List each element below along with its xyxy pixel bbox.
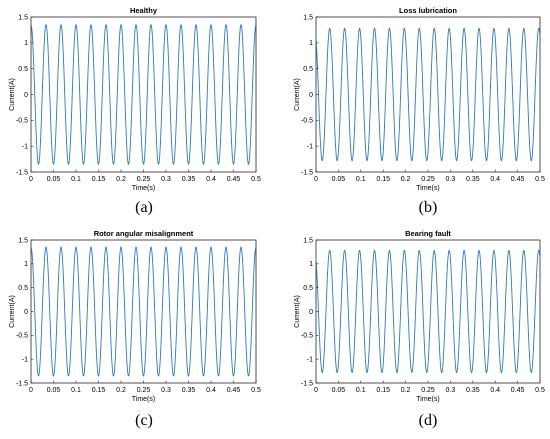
- x-tick-label: 0.5: [535, 387, 545, 394]
- y-tick-label: -0.5: [301, 118, 313, 125]
- y-tick-label: -0.5: [16, 333, 28, 340]
- y-axis-label: Current(A): [9, 295, 16, 328]
- x-tick-label: 0.45: [511, 176, 525, 183]
- y-tick-label: 0: [309, 309, 313, 316]
- x-axis-label: Time(s): [416, 185, 439, 192]
- current-signal-line: [30, 246, 257, 377]
- x-tick-label: 0.05: [47, 176, 61, 183]
- x-tick-label: 0.05: [47, 387, 61, 394]
- x-tick-label: 0: [29, 387, 33, 394]
- current-signal-line: [30, 24, 257, 165]
- y-tick-label: 1: [309, 40, 313, 47]
- y-tick-label: -1: [22, 357, 28, 364]
- x-tick-label: 0.4: [490, 387, 500, 394]
- x-tick-label: 0.2: [401, 387, 411, 394]
- chart-title: Rotor angular misalignment: [94, 229, 194, 238]
- x-tick-label: 0.25: [137, 387, 151, 394]
- chart-title: Healthy: [130, 6, 158, 15]
- y-tick-label: -1.5: [16, 380, 28, 387]
- y-tick-label: -0.5: [301, 333, 313, 340]
- x-tick-label: 0.25: [421, 387, 435, 394]
- x-tick-label: 0.5: [251, 387, 261, 394]
- chart-title: Loss lubrication: [399, 6, 457, 15]
- x-tick-label: 0.15: [376, 176, 390, 183]
- y-tick-label: -1: [22, 144, 28, 151]
- x-tick-label: 0.5: [251, 176, 261, 183]
- x-tick-label: 0.2: [401, 176, 411, 183]
- y-tick-label: 0.5: [303, 285, 313, 292]
- y-tick-label: 1: [24, 40, 28, 47]
- x-tick-label: 0.35: [466, 176, 480, 183]
- y-axis-label: Current(A): [294, 295, 301, 328]
- x-tick-label: 0.3: [446, 387, 456, 394]
- chart-title: Bearing fault: [405, 229, 451, 238]
- panel-caption: (a): [135, 199, 153, 216]
- plot-area: [30, 16, 257, 173]
- x-tick-label: 0: [314, 176, 318, 183]
- panel-caption: (c): [135, 412, 153, 429]
- x-tick-label: 0.1: [356, 176, 366, 183]
- plot-area: [30, 239, 257, 384]
- y-tick-label: 1.5: [18, 14, 28, 21]
- x-tick-label: 0.45: [227, 176, 241, 183]
- x-tick-label: 0.3: [161, 176, 171, 183]
- y-tick-label: 1: [309, 261, 313, 268]
- chart-panel-b: 0 0.05 0.1 0.15 0.2 0.25 0.3 0.35 0.4 0.45 0.5 1.5 1…: [294, 6, 545, 216]
- x-tick-label: 0: [29, 176, 33, 183]
- chart-panel-c: 0 0.05 0.1 0.15 0.2 0.25 0.3 0.35 0.4 0.45 0.5 1.5 1…: [9, 229, 261, 429]
- y-tick-label: -1.5: [301, 380, 313, 387]
- x-tick-label: 0.15: [376, 387, 390, 394]
- x-tick-label: 0.3: [161, 387, 171, 394]
- x-tick-label: 0.4: [490, 176, 500, 183]
- y-tick-label: 0: [24, 309, 28, 316]
- x-tick-label: 0.5: [535, 176, 545, 183]
- current-signal-line: [315, 27, 541, 162]
- x-tick-label: 0.35: [182, 387, 196, 394]
- x-tick-label: 0.45: [511, 387, 525, 394]
- x-tick-label: 0: [314, 387, 318, 394]
- x-tick-label: 0.15: [92, 176, 106, 183]
- x-tick-label: 0.05: [332, 387, 346, 394]
- x-tick-label: 0.1: [356, 387, 366, 394]
- x-tick-label: 0.25: [137, 176, 151, 183]
- y-tick-label: 0: [309, 92, 313, 99]
- x-axis-label: Time(s): [132, 185, 155, 192]
- x-axis-label: Time(s): [416, 396, 439, 403]
- y-axis-label: Current(A): [294, 78, 301, 111]
- x-tick-label: 0.1: [71, 176, 81, 183]
- y-tick-label: 1.5: [303, 237, 313, 244]
- y-tick-label: 0.5: [18, 285, 28, 292]
- x-tick-label: 0.4: [206, 176, 216, 183]
- x-tick-label: 0.05: [332, 176, 346, 183]
- y-axis-label: Current(A): [9, 78, 16, 111]
- y-tick-label: 1.5: [18, 237, 28, 244]
- y-tick-label: -0.5: [16, 118, 28, 125]
- x-tick-label: 0.1: [71, 387, 81, 394]
- y-tick-label: 0.5: [18, 66, 28, 73]
- chart-panel-d: 0 0.05 0.1 0.15 0.2 0.25 0.3 0.35 0.4 0.45 0.5 1.5 1…: [294, 229, 545, 429]
- x-tick-label: 0.15: [92, 387, 106, 394]
- y-tick-label: -1: [307, 144, 313, 151]
- x-tick-label: 0.35: [466, 387, 480, 394]
- y-tick-label: 0.5: [303, 66, 313, 73]
- y-tick-label: -1.5: [301, 169, 313, 176]
- y-tick-label: 0: [24, 92, 28, 99]
- x-tick-label: 0.2: [116, 387, 126, 394]
- panel-caption: (b): [419, 199, 438, 216]
- x-tick-label: 0.4: [206, 387, 216, 394]
- x-tick-label: 0.3: [446, 176, 456, 183]
- y-tick-label: 1.5: [303, 14, 313, 21]
- chart-panel-a: 0 0.05 0.1 0.15 0.2 0.25 0.3 0.35 0.4 0.45 0.5 1.5 1…: [9, 6, 261, 216]
- x-tick-label: 0.2: [116, 176, 126, 183]
- x-tick-label: 0.45: [227, 387, 241, 394]
- panel-caption: (d): [419, 412, 438, 429]
- y-tick-label: -1.5: [16, 169, 28, 176]
- x-tick-label: 0.35: [182, 176, 196, 183]
- x-tick-label: 0.25: [421, 176, 435, 183]
- y-tick-label: 1: [24, 261, 28, 268]
- current-signal-line: [315, 249, 541, 374]
- x-axis-label: Time(s): [132, 396, 155, 403]
- y-tick-label: -1: [307, 357, 313, 364]
